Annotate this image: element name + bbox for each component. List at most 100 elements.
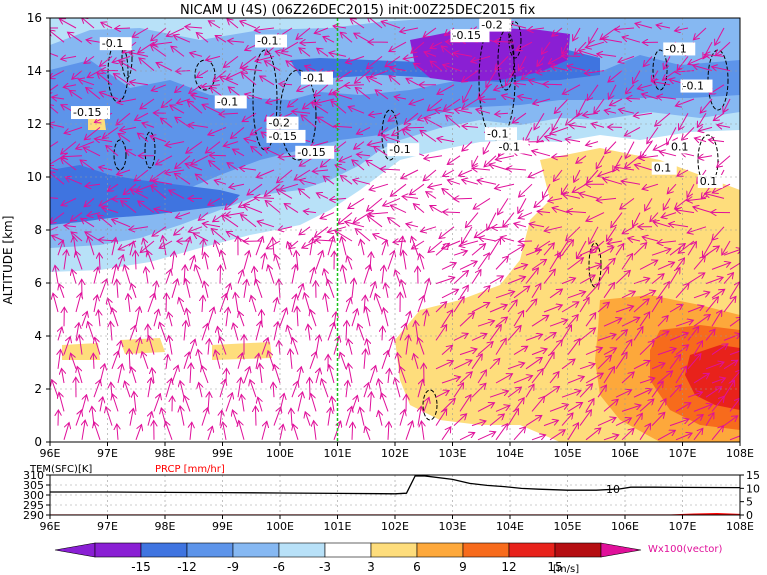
wind-vector [477, 403, 495, 412]
contour-label-bg [266, 116, 299, 130]
wind-vector [430, 41, 443, 48]
wind-vector [278, 156, 299, 158]
wind-vector [566, 226, 581, 241]
wind-vector [99, 279, 107, 298]
wind-vector [142, 352, 149, 369]
wind-vector [190, 422, 192, 440]
wind-vector [299, 226, 311, 235]
colorbar-label: -12 [177, 560, 197, 574]
wind-vector [323, 176, 335, 185]
wind-vector [621, 372, 634, 384]
wind-vector [633, 212, 641, 227]
wind-vector [363, 265, 370, 284]
wind-vector [620, 198, 635, 209]
wind-vector [633, 327, 643, 341]
wind-vectors [50, 18, 740, 441]
wind-vector [213, 212, 227, 222]
wind-vector [663, 56, 671, 69]
wind-vector [567, 339, 580, 355]
y-tick-label: 12 [27, 117, 42, 131]
wind-vector [420, 130, 437, 143]
wind-vector [439, 226, 455, 239]
wind-vector [643, 56, 653, 66]
wind-vector [58, 327, 62, 341]
wind-vector [367, 142, 383, 145]
wind-vector [471, 383, 486, 398]
wind-vector [314, 27, 329, 33]
wind-vector [471, 270, 481, 284]
wind-vector [400, 367, 407, 384]
wind-vector [675, 433, 692, 441]
wind-vector [223, 56, 239, 67]
wind-vector [162, 236, 166, 256]
wind-vector [273, 382, 274, 398]
wind-vector [622, 226, 635, 234]
wind-vector [201, 324, 208, 341]
wind-vector [615, 244, 624, 256]
wind-vector [545, 136, 563, 143]
wind-vector [159, 240, 173, 248]
wind-vector [327, 322, 334, 341]
wind-vector [561, 391, 581, 398]
wind-vector [693, 373, 709, 384]
wind-vector [388, 218, 401, 228]
wind-vector [354, 141, 365, 150]
wind-vector [693, 341, 702, 355]
wind-vector [534, 198, 545, 207]
wind-vector [354, 70, 371, 84]
wind-vector [383, 197, 401, 205]
wind-vector [669, 224, 689, 227]
wind-vector [675, 283, 689, 299]
wind-vector [389, 76, 401, 86]
wind-vector [513, 376, 533, 384]
wind-vector [651, 363, 665, 370]
wind-vector [135, 112, 149, 120]
wind-vector [603, 367, 614, 384]
wind-vector [72, 70, 83, 80]
wind-vector [117, 364, 122, 384]
wind-vector [351, 309, 357, 327]
wind-vector [117, 279, 118, 298]
wind-vector [341, 236, 347, 256]
wind-vector [215, 350, 221, 369]
wind-vector [383, 308, 389, 327]
wind-vector [614, 28, 635, 30]
colorbar-segment [462, 542, 510, 558]
contour-label: 0.1 [700, 175, 718, 188]
wind-vector [87, 213, 101, 216]
sub-x-tick-label: 108E [726, 520, 754, 533]
wind-vector [208, 197, 221, 205]
wind-vector [544, 227, 563, 231]
wind-vector [277, 169, 293, 183]
sub-x-tick-label: 100E [266, 520, 294, 533]
wind-vector [615, 390, 632, 398]
colorbar-label: 6 [413, 560, 421, 574]
wind-vector [189, 84, 203, 94]
wind-vector [111, 351, 118, 369]
wind-vector [169, 190, 185, 199]
wind-vector [160, 118, 173, 128]
wind-vector [327, 236, 334, 256]
wind-vector [462, 70, 479, 82]
sub-plot: TEM(SFC)[K] PRCP [mm/hr] 10 96E 97E 98E 99E… [23, 464, 760, 533]
wind-vector [110, 321, 112, 341]
wind-vector [579, 51, 599, 57]
wind-vector [495, 183, 515, 188]
wind-vector [435, 390, 449, 398]
wind-vector [235, 292, 238, 313]
wind-vector [287, 242, 292, 256]
wind-vector [585, 313, 596, 327]
wind-vector [443, 169, 455, 176]
wind-vector [406, 335, 409, 355]
wind-vector [70, 212, 83, 222]
colorbar-label: 15 [547, 560, 562, 574]
wind-vector [325, 293, 328, 313]
wind-vector [258, 397, 262, 412]
wind-vector [705, 297, 718, 313]
wind-vector [366, 77, 383, 86]
wind-vector [494, 84, 509, 90]
wind-vector [208, 126, 227, 134]
wind-vector [159, 322, 167, 341]
wind-vector [435, 277, 455, 285]
colorbar-label: -9 [227, 560, 239, 574]
